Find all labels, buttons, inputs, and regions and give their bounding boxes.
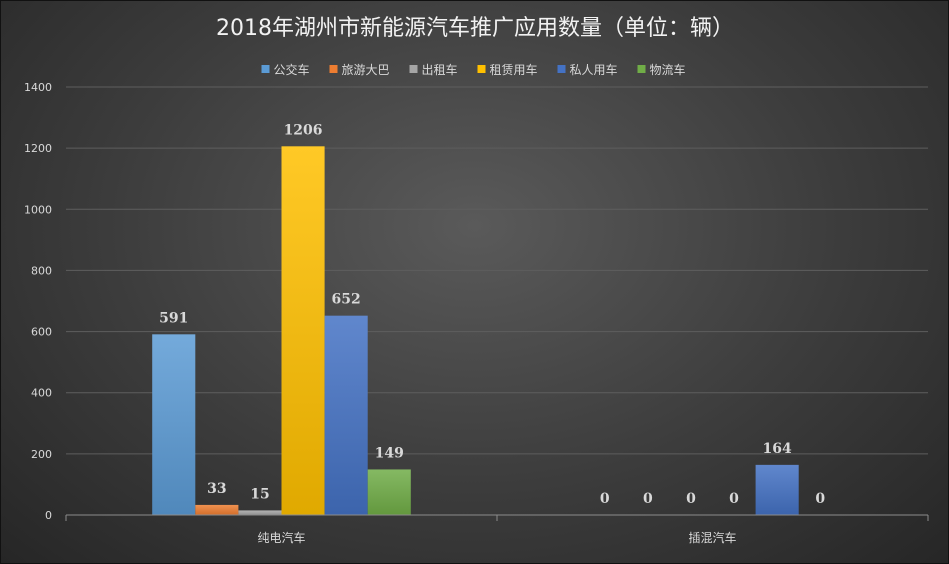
legend-swatch — [261, 65, 270, 73]
bar — [281, 146, 325, 515]
y-tick-label: 600 — [31, 326, 52, 339]
chart-title: 2018年湖州市新能源汽车推广应用数量（单位：辆） — [216, 16, 734, 41]
legend-label: 私人用车 — [570, 62, 618, 77]
y-tick-label: 1400 — [24, 81, 52, 94]
y-tick-label: 800 — [31, 264, 52, 277]
x-category-label: 插混汽车 — [688, 530, 736, 545]
data-label: 149 — [375, 445, 404, 461]
data-label: 0 — [600, 491, 610, 507]
data-label: 0 — [815, 491, 825, 507]
y-tick-label: 1000 — [24, 203, 52, 216]
legend: 公交车 旅游大巴 出租车 租赁用车 私人用车 物流车 — [261, 62, 686, 77]
legend-swatch — [477, 65, 486, 73]
x-axis: 纯电汽车 插混汽车 — [65, 514, 929, 545]
data-label: 15 — [250, 486, 269, 502]
legend-label: 租赁用车 — [490, 62, 538, 77]
data-label: 0 — [686, 491, 696, 507]
legend-swatch — [329, 65, 338, 73]
data-label: 0 — [643, 491, 653, 507]
legend-label: 旅游大巴 — [342, 63, 390, 77]
legend-label: 物流车 — [650, 62, 686, 77]
bar — [324, 315, 368, 515]
bars — [152, 146, 799, 515]
y-tick-label: 1200 — [24, 142, 52, 155]
y-tick-label: 200 — [31, 448, 52, 461]
data-labels: 591 33 15 1206 652 149 0 0 0 0 164 0 — [159, 122, 825, 507]
bar — [367, 469, 411, 515]
data-label: 591 — [159, 310, 188, 326]
data-label: 33 — [207, 481, 226, 497]
y-tick-label: 400 — [31, 387, 52, 400]
bar — [152, 334, 196, 515]
legend-swatch — [637, 65, 646, 73]
legend-label: 出租车 — [422, 62, 458, 77]
bar — [238, 510, 282, 515]
legend-swatch — [409, 65, 418, 73]
bar — [755, 464, 799, 515]
data-label: 164 — [763, 441, 792, 457]
gridlines — [66, 86, 928, 455]
legend-swatch — [557, 65, 566, 73]
y-axis-tick-labels: 0 200 400 600 800 1000 1200 1400 — [24, 81, 52, 522]
data-label: 652 — [332, 292, 361, 308]
data-label: 1206 — [284, 122, 323, 138]
bar — [195, 504, 239, 515]
x-category-label: 纯电汽车 — [257, 530, 305, 545]
legend-label: 公交车 — [274, 62, 310, 77]
y-tick-label: 0 — [45, 509, 52, 522]
data-label: 0 — [729, 491, 739, 507]
